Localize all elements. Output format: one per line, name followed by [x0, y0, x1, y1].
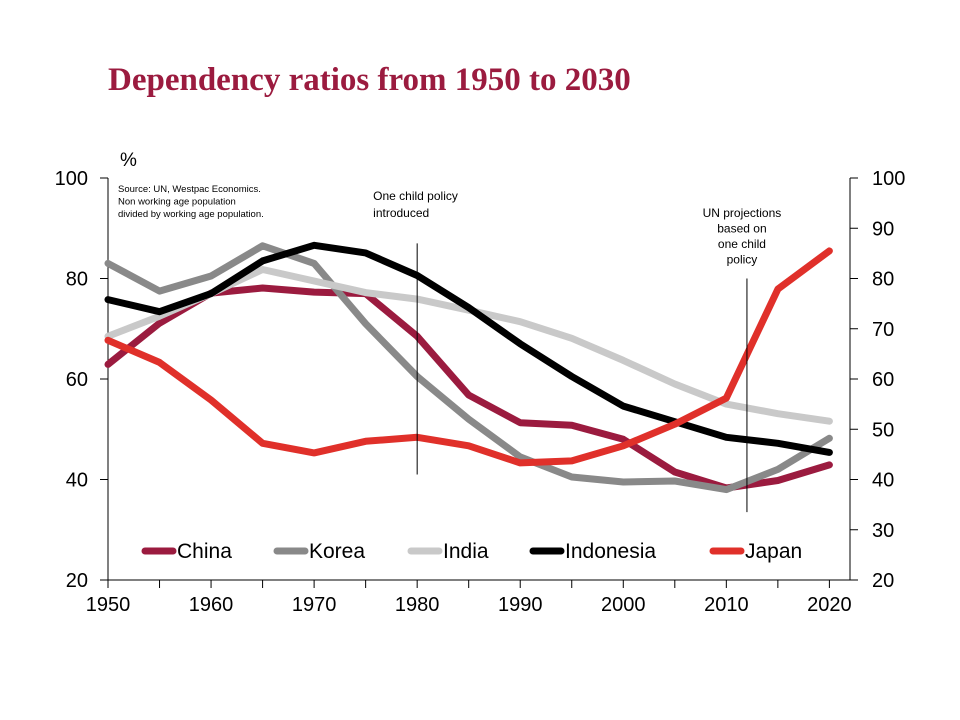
x-tick-label: 1950: [86, 594, 131, 616]
chart-annotations: Source: UN, Westpac Economics. Non workin…: [118, 184, 782, 513]
y-right-tick-label: 50: [872, 419, 894, 441]
series-line-korea: [104, 242, 833, 494]
x-tick-label: 1980: [395, 594, 440, 616]
legend-label-korea: Korea: [309, 540, 365, 563]
chart-legend: China Korea India Indonesia Japan: [141, 540, 802, 563]
y-right-tick-label: 100: [872, 168, 905, 190]
chart-series-layer: [104, 241, 833, 494]
y-axis-unit-label: %: [120, 150, 137, 171]
y-right-tick-label: 90: [872, 218, 894, 240]
y-right-tick-label: 60: [872, 369, 894, 391]
annotation-text-line: policy: [727, 253, 758, 267]
chart-title: Dependency ratios from 1950 to 2030: [108, 62, 631, 98]
legend-label-japan: Japan: [745, 540, 802, 563]
series-line-indonesia: [104, 241, 833, 456]
annotation-text-line: One child policy: [373, 189, 458, 203]
y-left-tick-label: 100: [55, 168, 88, 190]
series-line-china: [104, 284, 833, 492]
x-tick-label: 2020: [807, 594, 852, 616]
x-tick-label: 2000: [601, 594, 646, 616]
annotation-text-line: introduced: [373, 206, 429, 220]
legend-label-india: India: [443, 540, 489, 563]
legend-label-indonesia: Indonesia: [565, 540, 656, 563]
y-left-tick-label: 40: [66, 470, 88, 492]
y-right-tick-label: 80: [872, 269, 894, 291]
y-left-tick-label: 60: [66, 369, 88, 391]
y-left-tick-label: 20: [66, 570, 88, 592]
source-note-line: divided by working age population.: [118, 209, 264, 220]
x-tick-label: 1960: [189, 594, 234, 616]
y-left-tick-label: 80: [66, 269, 88, 291]
y-right-tick-label: 40: [872, 470, 894, 492]
y-right-tick-label: 70: [872, 319, 894, 341]
x-tick-label: 1970: [292, 594, 337, 616]
x-tick-label: 2010: [704, 594, 749, 616]
source-note-line: Non working age population: [118, 197, 236, 208]
y-right-tick-label: 20: [872, 570, 894, 592]
legend-label-china: China: [177, 540, 232, 563]
source-note-line: Source: UN, Westpac Economics.: [118, 184, 261, 195]
annotation-text-line: UN projections: [703, 206, 782, 220]
y-right-tick-label: 30: [872, 520, 894, 542]
series-line-japan: [104, 247, 833, 467]
x-tick-label: 1990: [498, 594, 543, 616]
annotation-text-line: based on: [717, 222, 766, 236]
annotation-text-line: one child: [718, 237, 766, 251]
chart-axes: 1950 1960 1970 1980 1990 2000 2010 202020406080…: [55, 150, 906, 616]
